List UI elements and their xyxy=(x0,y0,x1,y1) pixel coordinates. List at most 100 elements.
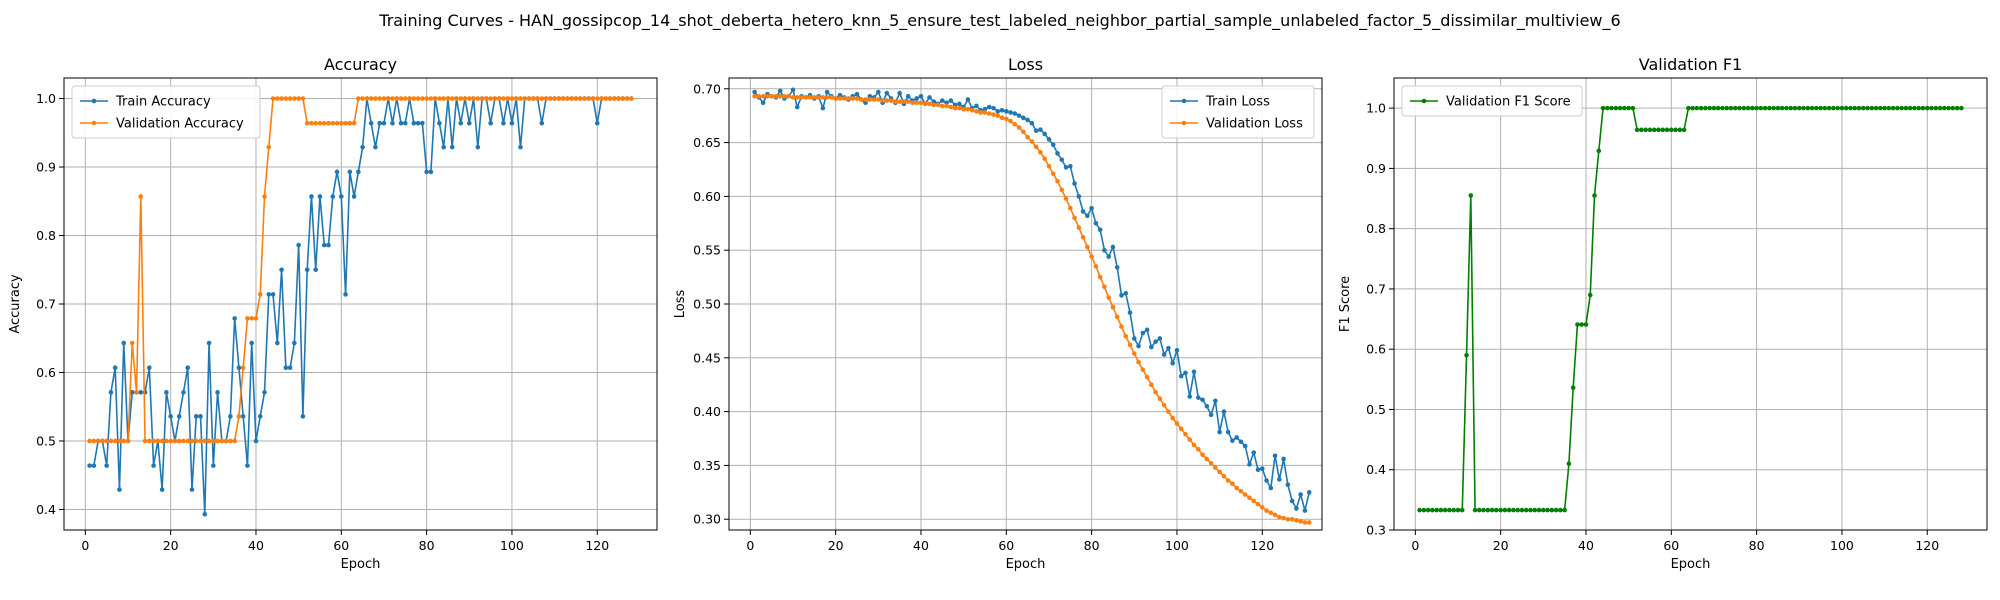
train-loss-point xyxy=(1195,395,1201,400)
validation-accuracy-point xyxy=(304,120,310,126)
validation-f1-score-point xyxy=(1890,105,1896,111)
validation-accuracy-point xyxy=(398,96,404,101)
accuracy-ytick-label: 0.4 xyxy=(36,502,56,517)
loss-xtick-label: 60 xyxy=(998,538,1014,553)
train-accuracy-point xyxy=(296,242,301,248)
train-loss-point xyxy=(918,94,924,99)
validation-loss-point xyxy=(773,94,779,99)
validation-accuracy-point xyxy=(232,438,237,444)
train-loss-point xyxy=(974,103,979,109)
validation-accuracy-point xyxy=(147,438,152,444)
validation-accuracy-point xyxy=(385,96,391,101)
validation-f1-score-point xyxy=(1425,507,1431,513)
train-loss-point xyxy=(1208,412,1214,418)
train-loss-point xyxy=(1016,113,1022,118)
loss-ytick-label: 0.70 xyxy=(693,81,721,96)
train-loss-point xyxy=(1213,398,1218,404)
accuracy-xtick-label: 60 xyxy=(333,538,349,553)
validation-f1-score-point xyxy=(1762,105,1768,111)
validation-f1-score-point xyxy=(1852,105,1858,111)
train-accuracy-point xyxy=(309,194,314,199)
train-loss-point xyxy=(1106,254,1111,259)
train-accuracy-point xyxy=(270,292,276,297)
validation-accuracy-point xyxy=(577,96,583,101)
train-loss-point xyxy=(1166,345,1171,351)
validation-f1-score-point xyxy=(1711,105,1717,111)
train-loss-point xyxy=(1012,111,1018,116)
validation-f1-score-point xyxy=(1754,105,1759,111)
validation-loss-point xyxy=(1298,519,1303,524)
validation-accuracy-point xyxy=(390,96,395,101)
train-accuracy-point xyxy=(108,390,114,395)
train-loss-point xyxy=(1029,120,1035,126)
validation-accuracy-point xyxy=(445,96,451,101)
validation-accuracy-legend-marker xyxy=(91,120,97,126)
train-loss-point xyxy=(1076,194,1082,199)
validation-f1-score-point xyxy=(1814,105,1819,111)
validation-f1-score-point xyxy=(1626,105,1631,111)
validation-accuracy-point xyxy=(607,96,613,101)
validation-loss-point xyxy=(1225,478,1231,483)
validation-accuracy-point xyxy=(236,414,242,419)
train-accuracy-point xyxy=(198,414,203,419)
validation-f1-score-point xyxy=(1596,148,1602,154)
validation-f1-score-point xyxy=(1818,105,1823,111)
validation-f1-score-point xyxy=(1549,507,1555,513)
validation-f1-score-point xyxy=(1442,507,1448,513)
validation-accuracy-point xyxy=(513,96,519,101)
loss-legend: Train Loss Validation Loss xyxy=(1161,85,1315,139)
validation-loss-point xyxy=(1072,215,1077,221)
train-loss-point xyxy=(1093,220,1099,226)
validation-loss-point xyxy=(918,100,924,106)
train-loss-point xyxy=(1161,352,1167,357)
validation-f1-score-point xyxy=(1515,507,1521,513)
validation-accuracy-point xyxy=(471,96,476,101)
train-accuracy-point xyxy=(381,120,387,126)
validation-f1-score-point xyxy=(1664,127,1670,133)
validation-f1-xtick-label: 60 xyxy=(1663,538,1679,553)
train-accuracy-point xyxy=(317,194,323,199)
train-accuracy-point xyxy=(466,120,472,126)
train-loss-point xyxy=(794,104,800,110)
validation-loss-point xyxy=(978,110,984,115)
train-loss-point xyxy=(940,98,945,103)
validation-loss-point xyxy=(1272,512,1278,518)
train-loss-point xyxy=(1247,462,1252,467)
validation-loss-point xyxy=(829,95,834,100)
train-accuracy-point xyxy=(313,267,319,273)
train-loss-point xyxy=(1025,117,1030,123)
validation-accuracy-point xyxy=(343,120,348,126)
validation-accuracy-point xyxy=(129,340,135,346)
loss-ytick-label: 0.30 xyxy=(693,512,721,527)
validation-accuracy-point xyxy=(164,438,169,444)
validation-f1-score-point xyxy=(1694,105,1700,111)
train-accuracy-point xyxy=(373,144,378,150)
train-accuracy-point xyxy=(176,414,182,419)
validation-f1-score-point xyxy=(1856,105,1862,111)
train-loss-point xyxy=(884,90,890,96)
train-loss-series xyxy=(752,87,1312,513)
train-loss-point xyxy=(1306,490,1312,495)
validation-loss-point xyxy=(1153,389,1158,395)
validation-f1-score-point xyxy=(1899,105,1904,111)
validation-accuracy-point xyxy=(556,96,562,101)
validation-f1-score-point xyxy=(1459,507,1465,513)
train-loss-point xyxy=(1119,293,1124,298)
validation-loss-point xyxy=(1191,442,1197,448)
train-accuracy-point xyxy=(449,144,455,150)
validation-f1-score-point xyxy=(1438,507,1444,513)
validation-accuracy-point xyxy=(292,96,297,101)
accuracy-title: Accuracy xyxy=(324,55,397,74)
validation-loss-point xyxy=(863,97,868,102)
train-loss-point xyxy=(944,100,949,106)
train-accuracy-point xyxy=(164,390,169,395)
validation-f1-score-point xyxy=(1579,322,1585,327)
train-loss-point xyxy=(1204,403,1210,409)
train-accuracy-point xyxy=(518,144,523,150)
validation-loss-point xyxy=(812,95,817,100)
validation-accuracy-point xyxy=(279,96,284,101)
validation-f1-score-point xyxy=(1464,352,1469,358)
validation-loss-point xyxy=(961,106,966,112)
train-loss-point xyxy=(1059,157,1065,163)
